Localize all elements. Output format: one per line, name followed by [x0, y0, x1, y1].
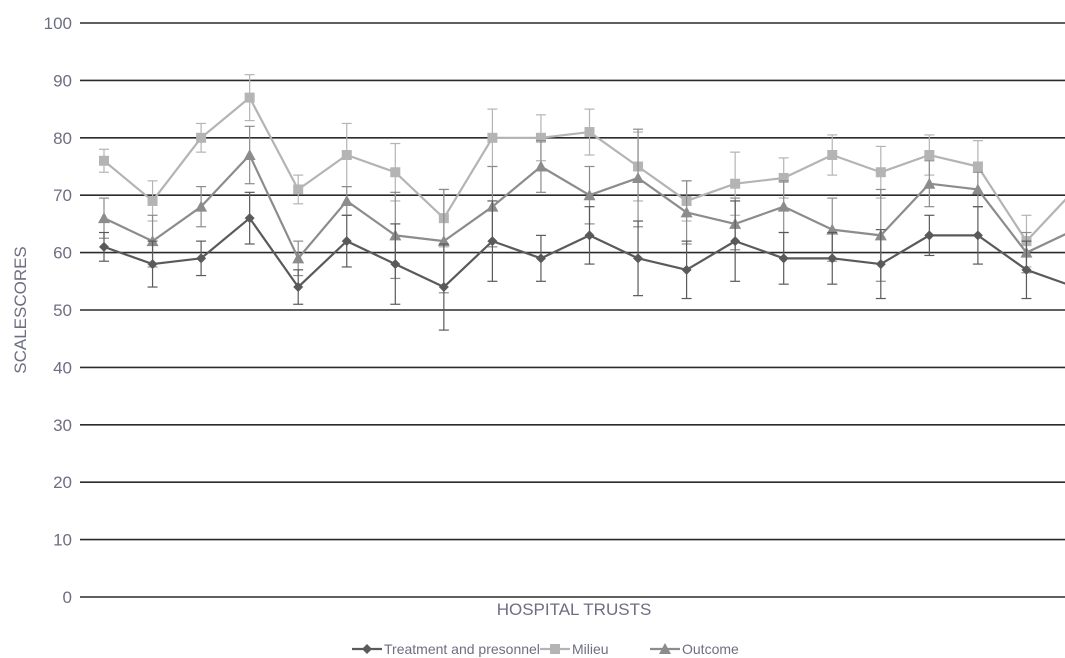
- data-point: [972, 161, 983, 172]
- data-point: [827, 150, 838, 161]
- data-point: [778, 172, 789, 183]
- legend-marker: [362, 644, 372, 654]
- data-point: [534, 160, 547, 172]
- data-point: [826, 223, 839, 235]
- data-point: [147, 195, 158, 206]
- y-tick-label: 80: [53, 129, 72, 148]
- y-tick-label: 20: [53, 473, 72, 492]
- data-point: [535, 132, 546, 143]
- data-point: [827, 253, 838, 264]
- data-point: [196, 253, 207, 264]
- data-point: [244, 92, 255, 103]
- y-tick-label: 60: [53, 244, 72, 263]
- legend-marker: [659, 643, 671, 654]
- gridlines: [80, 22, 1065, 598]
- data-point: [99, 241, 109, 252]
- data-point: [195, 200, 208, 212]
- y-tick-label: 40: [53, 358, 72, 377]
- y-tick-label: 70: [53, 186, 72, 205]
- data-point: [583, 189, 596, 201]
- series-layer: [98, 74, 1065, 331]
- legend-item: Treatment and presonnel: [352, 641, 540, 657]
- data-point: [730, 178, 741, 189]
- data-point: [972, 230, 983, 241]
- legend-label: Milieu: [572, 641, 609, 657]
- data-point: [535, 253, 546, 264]
- data-point: [633, 253, 644, 264]
- data-point: [923, 177, 936, 189]
- data-point: [293, 184, 304, 195]
- data-point: [487, 132, 498, 143]
- legend-item: Milieu: [540, 641, 609, 657]
- data-point: [147, 259, 158, 270]
- data-point: [390, 259, 401, 270]
- data-point: [340, 194, 353, 206]
- y-tick-label: 30: [53, 416, 72, 435]
- y-tick-label: 50: [53, 301, 72, 320]
- legend-marker: [550, 644, 560, 654]
- data-point: [778, 253, 789, 264]
- data-point: [632, 171, 645, 183]
- data-point: [98, 212, 110, 224]
- legend: Treatment and presonnel Milieu Outcome: [352, 641, 739, 657]
- data-point: [924, 230, 935, 241]
- x-axis-title: HOSPITAL TRUSTS: [497, 600, 652, 619]
- data-point: [924, 150, 935, 161]
- data-point: [341, 236, 352, 247]
- legend-item: Outcome: [650, 641, 739, 657]
- data-point: [584, 230, 595, 241]
- data-point: [584, 127, 595, 138]
- data-point: [437, 235, 450, 247]
- data-point: [293, 282, 304, 293]
- y-tick-label: 0: [63, 588, 72, 607]
- data-point: [390, 167, 401, 178]
- data-point: [680, 206, 693, 218]
- data-point: [244, 213, 255, 224]
- y-tick-label: 10: [53, 531, 72, 550]
- data-point: [99, 155, 109, 166]
- data-point: [730, 236, 741, 247]
- data-point: [777, 200, 790, 212]
- data-point: [1021, 264, 1032, 275]
- data-point: [681, 264, 692, 275]
- y-tick-labels: 0 10 20 30 40 50 60 70 80 90 100: [44, 14, 72, 607]
- data-point: [875, 167, 886, 178]
- data-point: [971, 183, 984, 195]
- y-axis-title: SCALESCORES: [11, 246, 30, 374]
- data-point: [875, 259, 886, 270]
- data-point: [243, 149, 256, 161]
- series-outcome: [98, 125, 1065, 294]
- data-point: [292, 252, 305, 264]
- legend-label: Outcome: [682, 641, 739, 657]
- data-point: [438, 282, 449, 293]
- legend-label: Treatment and presonnel: [384, 641, 540, 657]
- data-point: [196, 132, 207, 143]
- y-tick-label: 100: [44, 14, 72, 33]
- data-point: [487, 236, 498, 247]
- y-tick-label: 90: [53, 71, 72, 90]
- series-treatment-and-presonnel: [99, 191, 1065, 331]
- data-point: [341, 150, 352, 161]
